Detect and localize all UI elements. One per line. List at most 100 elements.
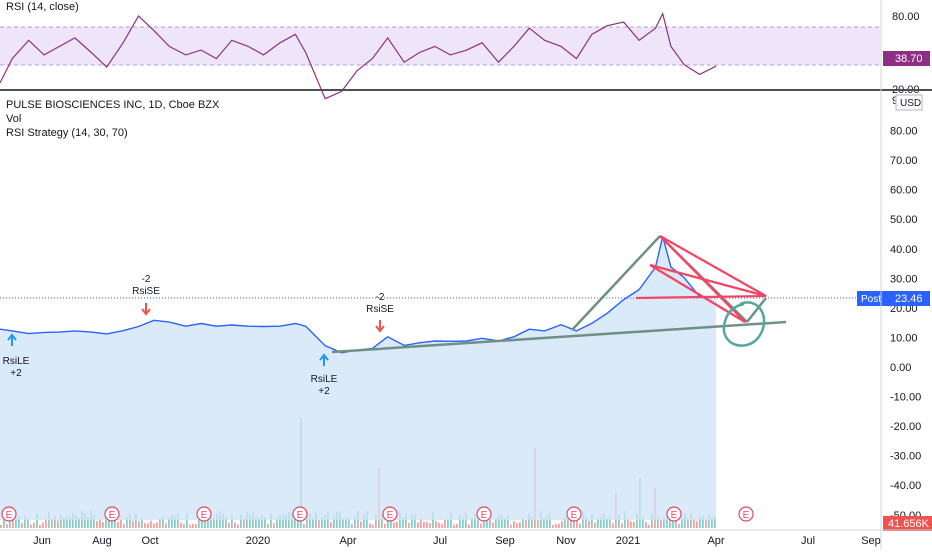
volume-bar: [630, 521, 632, 528]
earnings-circle: [292, 506, 308, 522]
volume-bar: [621, 523, 623, 528]
earnings-marker[interactable]: E: [738, 506, 754, 522]
red-pattern-top: [659, 235, 767, 297]
volume-bar: [627, 519, 629, 528]
volume-bar: [69, 516, 71, 528]
volume-bar: [48, 512, 50, 528]
earnings-letter: E: [109, 510, 116, 521]
earnings-marker[interactable]: E: [292, 506, 308, 522]
volume-bar: [405, 513, 407, 528]
volume-bar: [156, 522, 158, 528]
volume-bar: [33, 522, 35, 528]
red-pattern-bottom: [635, 294, 767, 300]
volume-bar: [612, 523, 614, 528]
time-tick: Oct: [141, 535, 158, 547]
time-tick: 2020: [246, 535, 270, 547]
volume-bar: [96, 521, 98, 528]
currency-badge[interactable]: [895, 94, 923, 111]
volume-bar: [177, 513, 179, 528]
volume-bar: [99, 519, 101, 528]
volume-bar: [270, 513, 272, 528]
volume-bar: [675, 518, 677, 528]
volume-bar: [369, 523, 371, 528]
signal-entry-1: RsiLE +2: [0, 356, 36, 380]
time-tick: Jun: [33, 535, 51, 547]
time-tick: Jul: [801, 535, 815, 547]
volume-bar: [15, 518, 17, 528]
volume-bar: [6, 524, 8, 528]
volume-bar: [567, 512, 569, 528]
volume-bar: [198, 516, 200, 528]
rsi-legend[interactable]: RSI (14, close): [6, 1, 79, 13]
rsi-pane[interactable]: 80.00 20.00 38.70: [0, 11, 930, 100]
volume-bar: [360, 521, 362, 528]
rsi-line: [0, 11, 717, 100]
volume-bar: [699, 516, 701, 528]
volume-bar: [255, 516, 257, 528]
volume-bar: [171, 514, 173, 528]
volume-bar: [288, 512, 290, 528]
volume-bar: [138, 521, 140, 528]
volume-bar: [396, 521, 398, 528]
volume-bar: [345, 517, 347, 528]
exit-arrow-2: [375, 320, 385, 333]
triangle-left-leg: [571, 235, 661, 331]
volume-bar: [162, 516, 164, 528]
volume-bar: [603, 513, 605, 528]
volume-bar: [663, 517, 665, 528]
volume-bar: [354, 516, 356, 528]
volume-bar: [510, 524, 512, 528]
volume-bar: [480, 523, 482, 528]
earnings-marker[interactable]: E: [566, 506, 582, 522]
volume-bar: [483, 518, 485, 528]
volume-bar: [93, 514, 95, 528]
volume-bar: [246, 512, 248, 528]
price-tick: -30.00: [890, 451, 921, 463]
earnings-marker[interactable]: E: [666, 506, 682, 522]
symbol-legend[interactable]: PULSE BIOSCIENCES INC, 1D, Cboe BZX: [6, 99, 220, 111]
time-axis[interactable]: Jun Aug Oct 2020 Apr Jul Sep Nov 2021 Apr Jul Sep: [33, 535, 881, 547]
volume-bar: [693, 518, 695, 528]
time-tick: Jul: [433, 535, 447, 547]
earnings-marker[interactable]: E: [476, 506, 492, 522]
volume-bar: [240, 514, 242, 528]
strategy-legend[interactable]: RSI Strategy (14, 30, 70): [6, 127, 128, 139]
volume-bar: [426, 521, 428, 528]
volume-bar: [444, 519, 446, 528]
price-axis[interactable]: 9 USD 80.0070.0060.0050.0040.0030.0020.0…: [890, 94, 923, 522]
earnings-marker[interactable]: E: [1, 506, 17, 522]
volume-bar: [372, 524, 374, 528]
volume-bar: [210, 516, 212, 528]
volume-bar: [702, 515, 704, 528]
earnings-marker[interactable]: E: [104, 506, 120, 522]
earnings-circle: [666, 506, 682, 522]
volume-bar: [531, 516, 533, 528]
volume-bar: [384, 524, 386, 528]
signal-entry-1-bottom: +2: [10, 368, 22, 379]
signal-exit-2: -2 RsiSE: [360, 292, 400, 316]
volume-bar: [528, 513, 530, 528]
volume-bar: [402, 517, 404, 528]
earnings-marker[interactable]: E: [196, 506, 212, 522]
volume-bar: [147, 523, 149, 528]
price-pane[interactable]: 9 USD 80.0070.0060.0050.0040.0030.0020.0…: [0, 94, 932, 531]
volume-bar: [216, 513, 218, 528]
volume-bar: [561, 521, 563, 528]
vol-legend[interactable]: Vol: [6, 113, 22, 125]
volume-bar: [129, 514, 131, 528]
signal-exit-2-bottom: RsiSE: [366, 304, 394, 315]
volume-bar: [36, 513, 38, 528]
signal-exit-1-bottom: RsiSE: [132, 286, 160, 297]
volume-bar: [438, 522, 440, 528]
volume-bar: [705, 519, 707, 528]
earnings-marker[interactable]: E: [382, 506, 398, 522]
time-tick: Sep: [495, 535, 515, 547]
volume-bar: [51, 518, 53, 528]
signal-exit-1: -2 RsiSE: [126, 274, 166, 298]
volume-bar: [381, 513, 383, 528]
volume-bar: [222, 513, 224, 528]
volume-bar: [564, 517, 566, 528]
volume-bar: [342, 517, 344, 528]
